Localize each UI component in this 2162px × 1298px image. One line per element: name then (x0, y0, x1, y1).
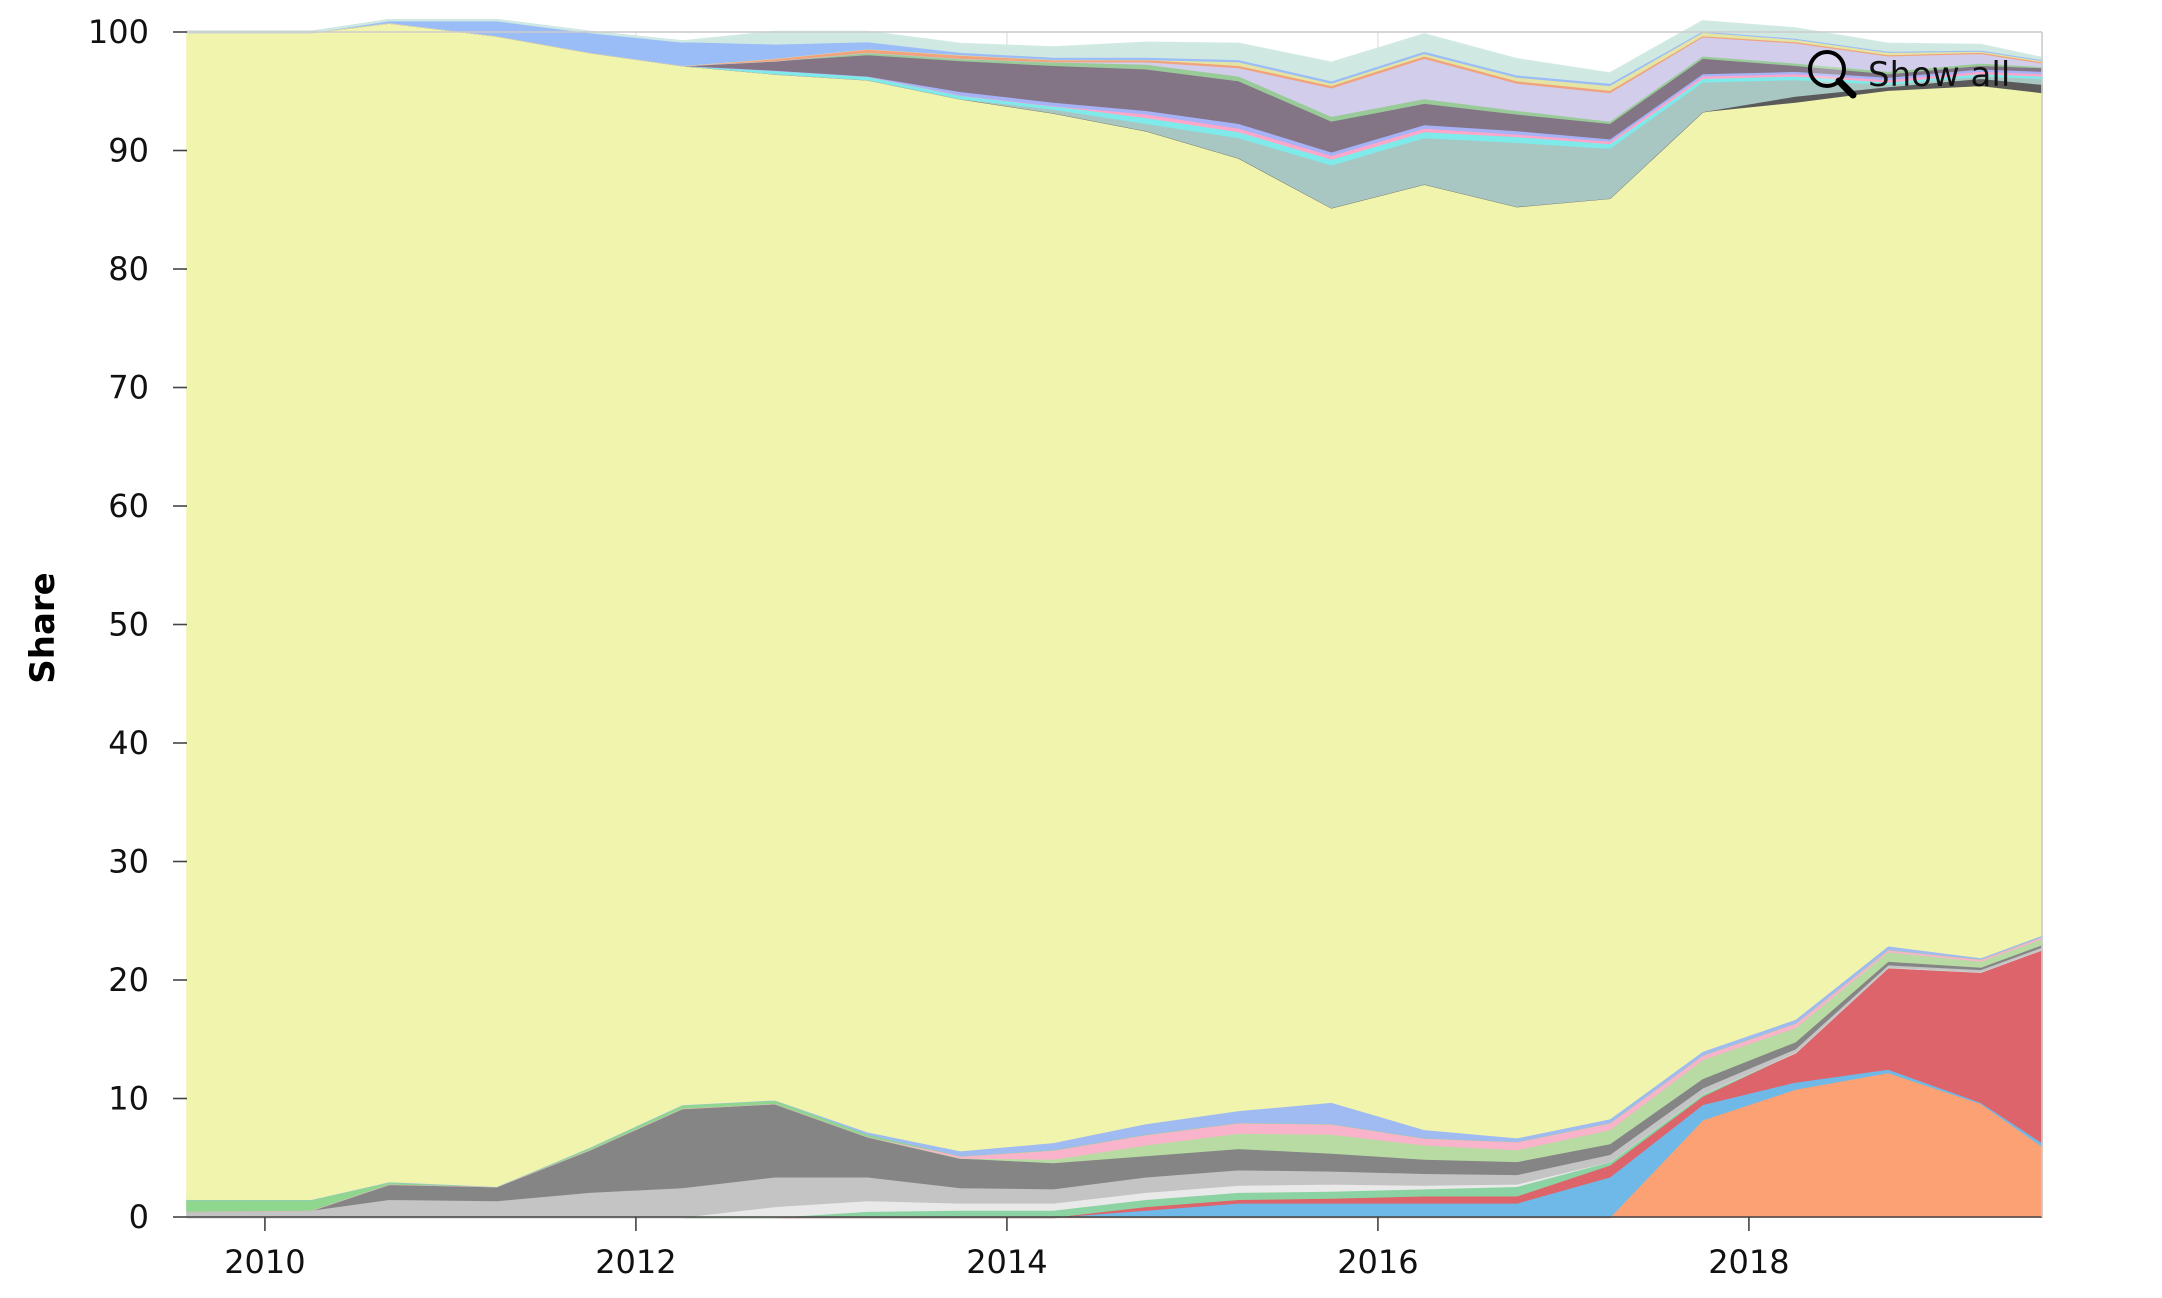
x-tick-label: 2018 (1708, 1243, 1789, 1281)
y-tick-label: 70 (108, 369, 149, 407)
y-tick-label: 80 (108, 250, 149, 288)
x-tick-label: 2010 (224, 1243, 305, 1281)
y-tick-label: 60 (108, 487, 149, 525)
y-tick-label: 90 (108, 132, 149, 170)
y-tick-label: 50 (108, 606, 149, 644)
y-tick-label: 0 (129, 1198, 149, 1236)
series-area-12[interactable] (186, 21, 2043, 1200)
x-tick-label: 2014 (966, 1243, 1047, 1281)
y-tick-label: 20 (108, 961, 149, 999)
y-tick-label: 30 (108, 843, 149, 881)
axes: 0 10 20 30 40 50 60 70 80 90 100 2010 2012 2014 2016 20… (88, 13, 2043, 1281)
y-tick-label: 10 (108, 1080, 149, 1118)
x-tick-label: 2016 (1337, 1243, 1418, 1281)
series-areas (186, 19, 2043, 1219)
y-tick-label: 40 (108, 724, 149, 762)
x-tick-label: 2012 (595, 1243, 676, 1281)
magnifier-icon (1808, 50, 1857, 99)
y-axis-title: Share (23, 572, 63, 683)
series-line-24 (187, 19, 2043, 75)
show-all-label[interactable]: Show all (1868, 55, 2010, 95)
y-tick-label: 100 (88, 13, 149, 51)
show-all-button[interactable]: Show all (1790, 40, 2030, 112)
